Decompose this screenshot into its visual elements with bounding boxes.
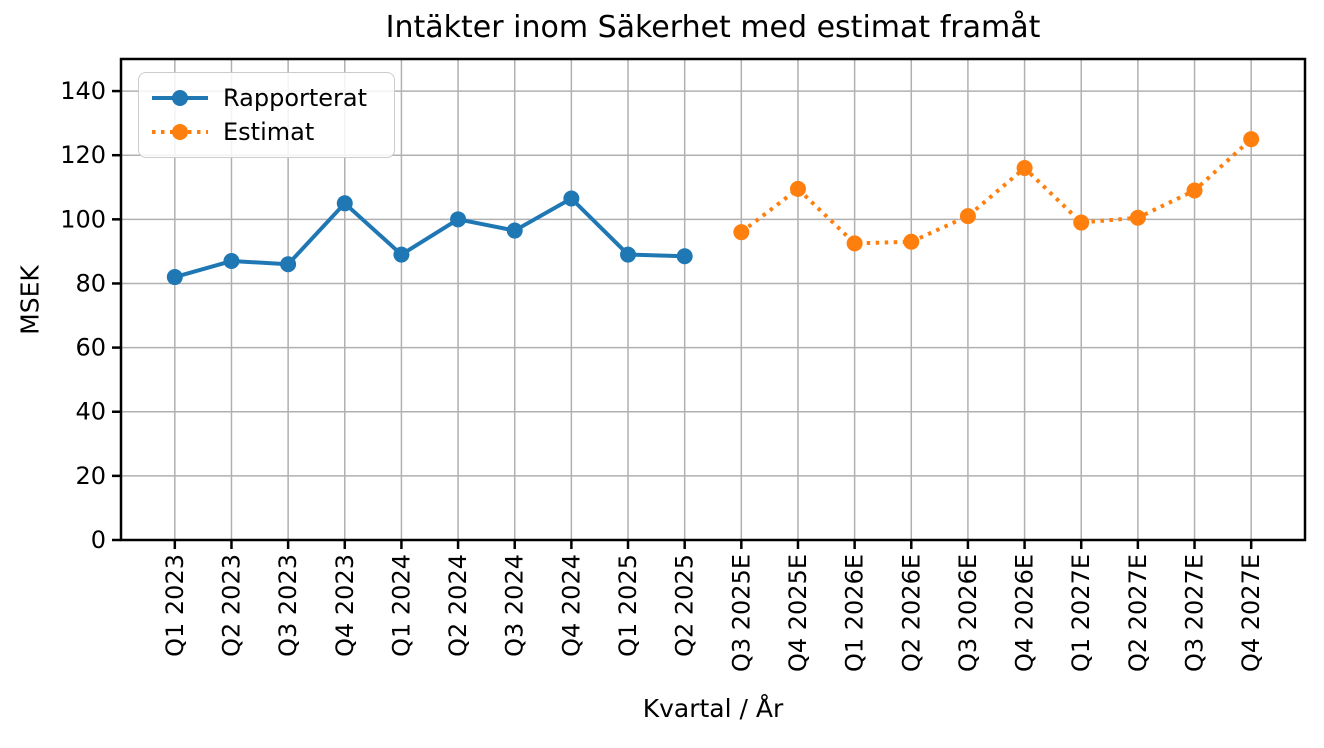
- y-tick-label: 40: [75, 398, 106, 426]
- x-tick-label: Q2 2023: [217, 554, 245, 657]
- data-point-marker-estimat: [733, 224, 750, 241]
- legend-label-estimat: Estimat: [223, 117, 315, 146]
- x-tick-label: Q3 2027E: [1181, 554, 1209, 672]
- data-point-marker-rapporterat: [336, 195, 353, 212]
- x-tick-label: Q3 2026E: [954, 554, 982, 672]
- legend-label-rapporterat: Rapporterat: [223, 84, 368, 113]
- x-tick-label: Q4 2026E: [1011, 554, 1039, 672]
- x-tick-label: Q1 2025: [614, 554, 642, 657]
- data-point-marker-estimat: [903, 233, 920, 250]
- x-tick-label: Q4 2023: [331, 554, 359, 657]
- y-tick-label: 20: [75, 462, 106, 490]
- data-point-marker-estimat: [1073, 214, 1090, 231]
- y-tick-label: 100: [60, 205, 106, 233]
- x-tick-label: Q4 2024: [557, 554, 585, 657]
- data-point-marker-rapporterat: [223, 253, 240, 270]
- data-point-marker-rapporterat: [620, 246, 637, 263]
- data-point-marker-estimat: [1129, 209, 1146, 226]
- data-point-marker-rapporterat: [506, 222, 523, 239]
- x-tick-label: Q1 2023: [161, 554, 189, 657]
- data-point-marker-estimat: [1243, 131, 1260, 148]
- data-point-marker-rapporterat: [676, 248, 693, 265]
- data-point-marker-estimat: [1186, 182, 1203, 199]
- y-tick-label: 140: [60, 77, 106, 105]
- y-tick-label: 80: [75, 269, 106, 297]
- legend-entry-rapporterat: Rapporterat: [151, 84, 384, 113]
- x-tick-label: Q1 2027E: [1067, 554, 1095, 672]
- y-tick-label: 60: [75, 334, 106, 362]
- x-tick-label: Q1 2024: [387, 554, 415, 657]
- legend-dotted-line-icon: [152, 123, 208, 140]
- x-tick-label: Q2 2025: [671, 554, 699, 657]
- data-point-marker-rapporterat: [450, 211, 467, 228]
- data-point-marker-estimat: [846, 235, 863, 252]
- x-tick-label: Q3 2025E: [727, 554, 755, 672]
- x-tick-label: Q3 2024: [501, 554, 529, 657]
- x-tick-label: Q2 2027E: [1124, 554, 1152, 672]
- y-tick-label: 120: [60, 141, 106, 169]
- series-line-estimat: [740, 137, 1253, 246]
- chart-title: Intäkter inom Säkerhet med estimat framå…: [385, 10, 1041, 45]
- x-tick-label: Q2 2024: [444, 554, 472, 657]
- data-point-marker-rapporterat: [393, 246, 410, 263]
- x-tick-label: Q1 2026E: [841, 554, 869, 672]
- y-axis-label: MSEK: [15, 265, 45, 335]
- data-point-marker-rapporterat: [280, 256, 297, 273]
- axes-spines: [119, 57, 1307, 542]
- data-point-marker-estimat: [959, 208, 976, 225]
- x-tick-label: Q3 2023: [274, 554, 302, 657]
- data-point-marker-estimat: [1016, 160, 1033, 177]
- series-line-rapporterat: [174, 196, 685, 279]
- x-tick-label: Q4 2025E: [784, 554, 812, 672]
- data-point-marker-rapporterat: [166, 269, 183, 286]
- legend: Rapporterat Estimat: [138, 72, 395, 158]
- data-point-marker-rapporterat: [563, 190, 580, 207]
- legend-solid-line-icon: [152, 90, 208, 107]
- x-tick-label: Q2 2026E: [897, 554, 925, 672]
- y-tick-label: 0: [91, 526, 106, 554]
- x-axis-label: Kvartal / År: [642, 694, 784, 723]
- data-point-marker-estimat: [789, 180, 806, 197]
- x-tick-label: Q4 2027E: [1237, 554, 1265, 672]
- legend-entry-estimat: Estimat: [151, 117, 384, 146]
